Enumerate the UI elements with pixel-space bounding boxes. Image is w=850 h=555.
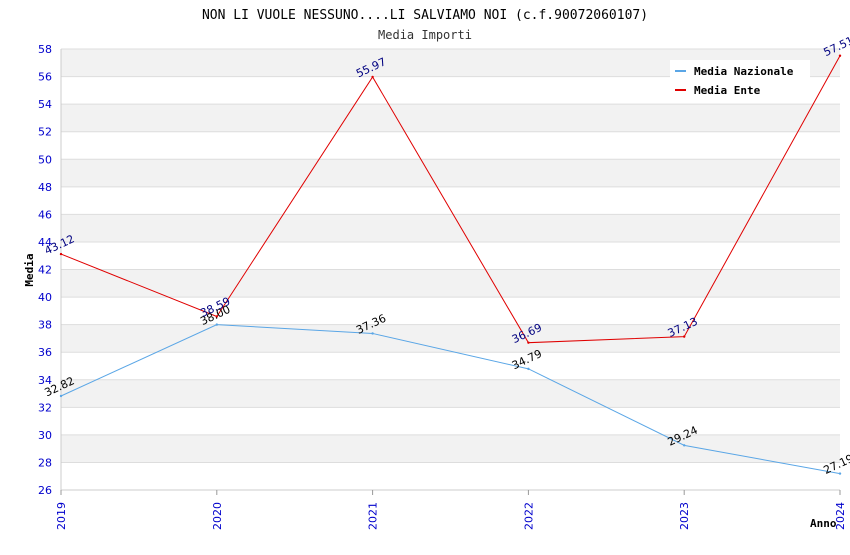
legend: Media Nazionale Media Ente (670, 60, 810, 102)
y-axis-label: Media (23, 253, 36, 286)
data-point (838, 54, 842, 57)
series-line (60, 55, 841, 344)
grid-band (61, 434, 840, 463)
axes: 26 28 30 32 34 36 38 40 42 44 46 48 50 52 54 56 58 2019 20… (38, 43, 847, 530)
y-tick-label: 54 (38, 98, 52, 111)
grid-band (61, 324, 840, 353)
legend-label: Media Ente (694, 84, 761, 97)
data-point (683, 335, 686, 338)
x-tick-label: 2020 (211, 502, 224, 530)
y-tick-label: 30 (38, 429, 52, 442)
y-tick-label: 28 (38, 456, 52, 469)
grid-band (61, 462, 840, 490)
y-tick-label: 42 (38, 264, 52, 277)
x-tick-label: 2022 (522, 502, 535, 530)
grid-bands (61, 48, 840, 491)
grid-band (61, 241, 840, 270)
x-tick-label: 2024 (834, 502, 847, 530)
x-axis-label: Anno (810, 517, 837, 530)
data-point (59, 394, 63, 398)
y-tick-label: 52 (38, 126, 52, 139)
legend-box (670, 60, 810, 102)
series-line (60, 324, 841, 475)
y-tick-label: 40 (38, 291, 52, 304)
data-point (527, 367, 530, 371)
data-point (215, 323, 218, 326)
data-point (215, 315, 218, 318)
data-point (371, 332, 374, 335)
y-tick-label: 56 (38, 71, 52, 84)
legend-label: Media Nazionale (694, 65, 794, 78)
y-tick-label: 32 (38, 401, 52, 414)
data-point (683, 444, 686, 447)
grid-band (61, 269, 840, 298)
grid-band (61, 407, 840, 435)
grid-band (61, 214, 840, 242)
chart-subtitle: Media Importi (378, 28, 472, 42)
data-point (371, 75, 374, 79)
data-point (838, 472, 842, 475)
series-layer (59, 54, 842, 475)
x-tick-label: 2021 (367, 502, 380, 530)
y-tick-label: 44 (38, 236, 52, 249)
grid-band (61, 131, 840, 160)
y-tick-label: 34 (38, 374, 52, 387)
y-tick-label: 46 (38, 208, 52, 221)
grid-band (61, 104, 840, 132)
chart-title: NON LI VUOLE NESSUNO....LI SALVIAMO NOI … (202, 8, 648, 23)
data-point (527, 341, 530, 344)
x-tick-label: 2023 (678, 502, 691, 530)
grid-band (61, 379, 840, 408)
y-tick-label: 38 (38, 319, 52, 332)
grid-band (61, 297, 840, 325)
y-tick-label: 58 (38, 43, 52, 56)
y-tick-label: 36 (38, 346, 52, 359)
grid-band (61, 352, 840, 380)
x-tick-label: 2019 (55, 502, 68, 530)
y-tick-label: 50 (38, 153, 52, 166)
data-point (59, 252, 63, 256)
grid-band (61, 159, 840, 187)
y-tick-label: 26 (38, 484, 52, 497)
y-tick-label: 48 (38, 181, 52, 194)
